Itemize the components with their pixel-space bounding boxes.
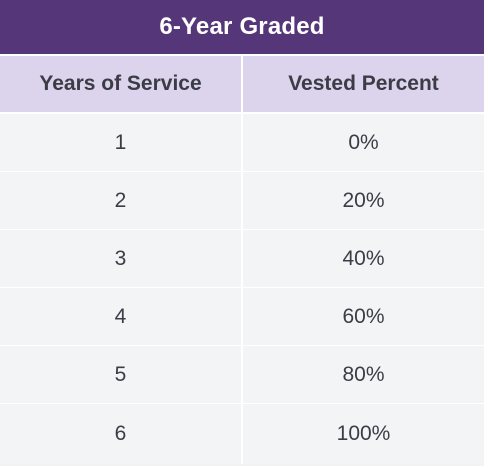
vested-percent-cell: 40% [342,246,385,270]
table-header-row: Years of Service Vested Percent [0,56,484,114]
column-header-vested-percent: Vested Percent [288,72,439,95]
table-row: 3 40% [0,230,484,288]
vested-percent-cell: 20% [342,188,385,212]
years-of-service-cell: 5 [0,346,243,403]
table-row: 2 20% [0,172,484,230]
table-row: 4 60% [0,288,484,346]
table-row: 6 100% [0,404,484,464]
years-of-service-cell: 1 [0,114,243,171]
table-row: 1 0% [0,114,484,172]
table-title: 6-Year Graded [0,0,484,56]
vested-percent-cell: 0% [348,130,379,154]
years-of-service-cell: 3 [0,230,243,287]
column-header-years-of-service: Years of Service [0,56,243,112]
vested-percent-cell: 80% [342,362,385,386]
table-row: 5 80% [0,346,484,404]
years-of-service-cell: 2 [0,172,243,229]
years-of-service-cell: 4 [0,288,243,345]
vested-percent-cell: 60% [342,304,385,328]
years-of-service-cell: 6 [0,404,243,464]
vested-percent-cell: 100% [336,422,391,445]
